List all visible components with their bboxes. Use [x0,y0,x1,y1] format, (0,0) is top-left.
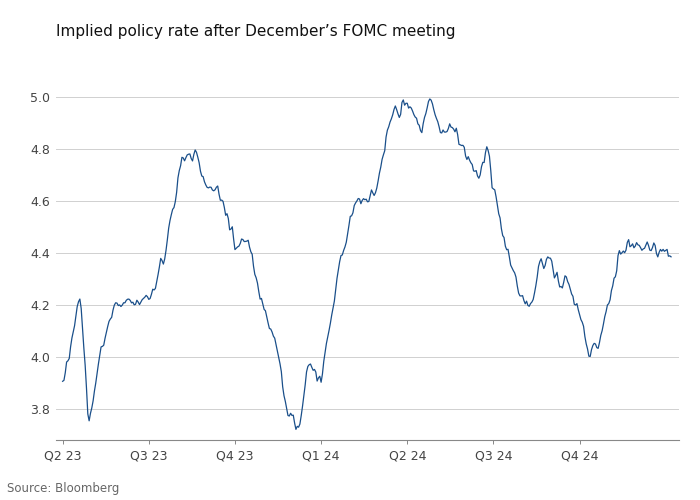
Text: Source: Bloomberg: Source: Bloomberg [7,482,120,495]
Text: Implied policy rate after December’s FOMC meeting: Implied policy rate after December’s FOM… [56,24,456,39]
